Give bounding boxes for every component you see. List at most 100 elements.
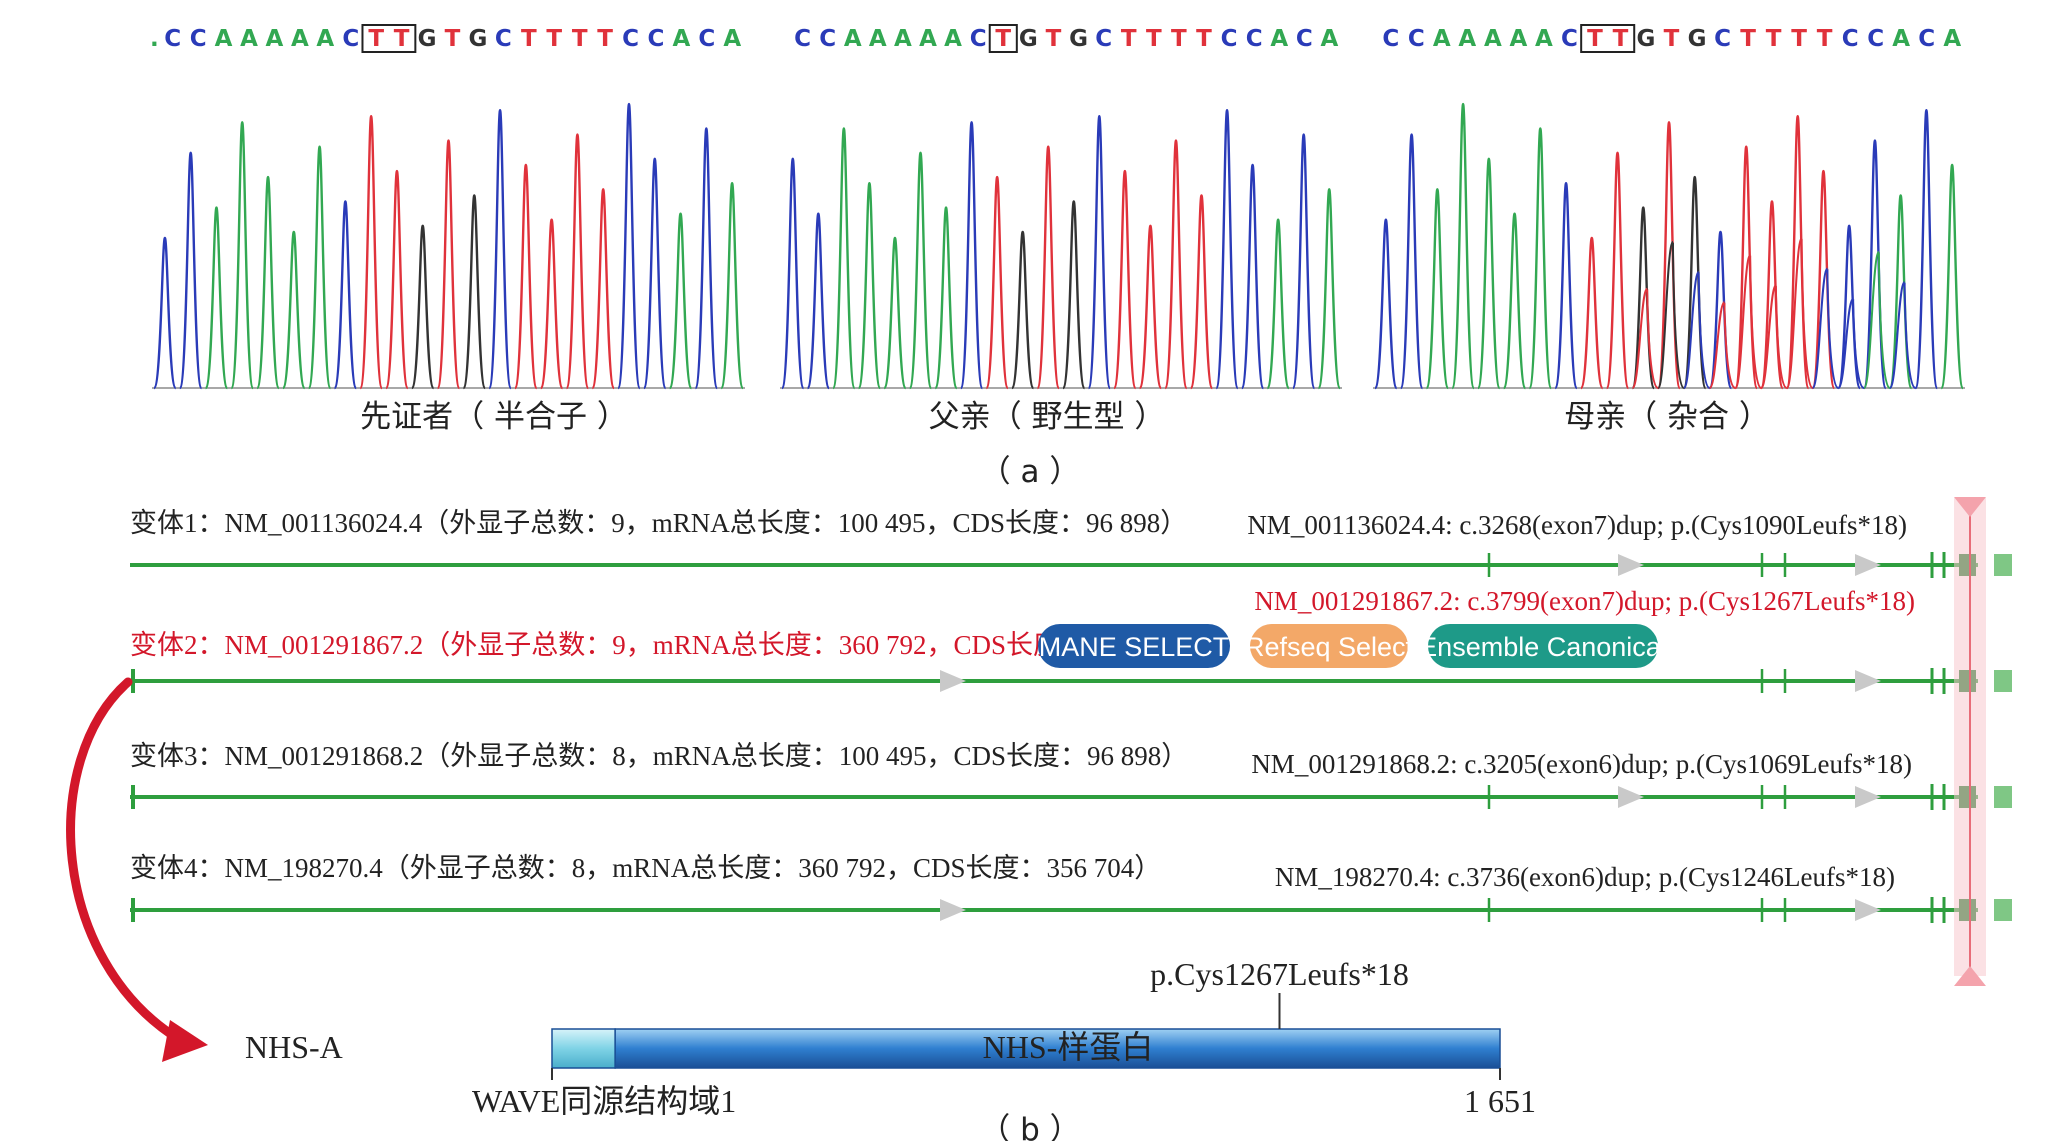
trace-peak xyxy=(1528,127,1553,390)
trace-peak xyxy=(959,121,984,390)
base-letter: C xyxy=(1382,26,1399,52)
base-letter: C xyxy=(1714,26,1731,52)
base-letter: G xyxy=(1069,26,1088,52)
trace-peak xyxy=(1240,163,1265,390)
base-letter: C xyxy=(1867,26,1884,52)
base-letter: A xyxy=(1535,26,1553,52)
trace-peak xyxy=(831,127,856,390)
trace-peak xyxy=(1317,188,1342,390)
transcript-title: 变体4：NM_198270.4（外显子总数：8，mRNA总长度：360 792，… xyxy=(130,853,1161,883)
protein-body xyxy=(614,1028,1501,1069)
base-letter: C xyxy=(495,26,512,52)
base-letter: C xyxy=(190,26,207,52)
trace-peak-secondary xyxy=(1631,287,1660,389)
trace-peak xyxy=(883,236,907,390)
trace-peak xyxy=(1605,151,1630,390)
base-letter: A xyxy=(1943,26,1961,52)
mutation-box xyxy=(1580,24,1636,53)
caption-b: （ b ） xyxy=(979,1112,1080,1141)
badge-mane-select: MANE SELECT xyxy=(1038,624,1230,668)
trace-peak xyxy=(1451,102,1476,390)
base-letter: T xyxy=(1817,26,1833,52)
badge-refseq-select: Refseq Select xyxy=(1245,624,1414,668)
base-letter: A xyxy=(1509,26,1527,52)
transcript-track xyxy=(130,784,2012,810)
base-letter: A xyxy=(215,26,233,52)
trace-peak xyxy=(1087,115,1112,390)
trace-peak xyxy=(1476,157,1501,390)
transcript-track xyxy=(130,897,2012,923)
trace-peak-secondary xyxy=(1760,284,1788,389)
trace-peak-secondary xyxy=(1863,250,1891,389)
base-letter: T xyxy=(368,26,384,52)
transcript-track xyxy=(130,668,2012,694)
base-letter: T xyxy=(1740,26,1756,52)
trace-peak xyxy=(281,230,306,390)
transcript-title: 变体2：NM_001291867.2（外显子总数：9，mRNA总长度：360 7… xyxy=(130,630,1202,660)
trace-peak xyxy=(1189,194,1214,390)
trace-peak xyxy=(436,139,461,390)
strand-arrow xyxy=(1855,554,1881,576)
trace-peak-secondary xyxy=(1837,297,1865,389)
base-letter: A xyxy=(316,26,334,52)
base-letter: T xyxy=(1587,26,1603,52)
trace-peak xyxy=(694,127,719,390)
trace-peak xyxy=(934,206,958,390)
strand-arrow xyxy=(940,899,966,921)
base-letter: T xyxy=(1121,26,1137,52)
base-letter: C xyxy=(1095,26,1112,52)
base-letter: G xyxy=(1637,26,1656,52)
base-letter: C xyxy=(342,26,359,52)
base-letter: T xyxy=(1766,26,1782,52)
strand-arrow xyxy=(1855,899,1881,921)
trace-peak xyxy=(668,212,693,390)
base-letter: C xyxy=(1842,26,1859,52)
trace-peak-secondary xyxy=(1811,267,1840,389)
trace-peak xyxy=(1266,218,1291,390)
variant-position-marker xyxy=(1954,497,1986,986)
transcript-row: 变体3：NM_001291868.2（外显子总数：8，mRNA总长度：100 4… xyxy=(130,741,2012,810)
base-letter: T xyxy=(1146,26,1162,52)
trace-peak xyxy=(1579,236,1604,390)
label-mother: 母亲（ 杂合 ） xyxy=(1564,399,1770,435)
trace-peak xyxy=(462,194,487,390)
trace-peak xyxy=(1112,169,1137,390)
base-letter: T xyxy=(546,26,562,52)
trace-peak xyxy=(359,115,384,390)
trace-peak xyxy=(333,200,358,390)
transcript-hgvs: NM_198270.4: c.3736(exon6)dup; p.(Cys124… xyxy=(1275,862,1895,892)
trace-peak xyxy=(539,218,564,390)
protein-name: NHS-A xyxy=(245,1029,343,1065)
trace-peak xyxy=(565,133,590,390)
trace-peak xyxy=(720,182,745,390)
protein-domain-wave xyxy=(551,1028,616,1069)
base-letter: T xyxy=(521,26,537,52)
base-letter: A xyxy=(1270,26,1288,52)
base-letter: T xyxy=(1791,26,1807,52)
trace-peak xyxy=(857,182,882,390)
trace-peak-secondary xyxy=(1708,301,1737,389)
base-letter: C xyxy=(164,26,181,52)
base-letter: A xyxy=(673,26,691,52)
base-letter: T xyxy=(1196,26,1212,52)
base-letter: A xyxy=(240,26,258,52)
trace-peak xyxy=(1940,163,1965,390)
protein-length-label: 1 651 xyxy=(1464,1083,1536,1119)
transcript-title: 变体3：NM_001291868.2（外显子总数：8，mRNA总长度：100 4… xyxy=(130,741,1188,771)
marker-triangle-bottom xyxy=(1954,966,1986,986)
base-letter: A xyxy=(919,26,937,52)
trace-peak xyxy=(384,169,409,390)
trace-peak xyxy=(178,151,203,390)
trace-peak xyxy=(410,224,435,390)
trace-peak xyxy=(1291,133,1316,390)
label-proband: 先证者（ 半合子 ） xyxy=(360,399,628,435)
strand-arrow xyxy=(940,670,966,692)
base-letter: C xyxy=(622,26,639,52)
